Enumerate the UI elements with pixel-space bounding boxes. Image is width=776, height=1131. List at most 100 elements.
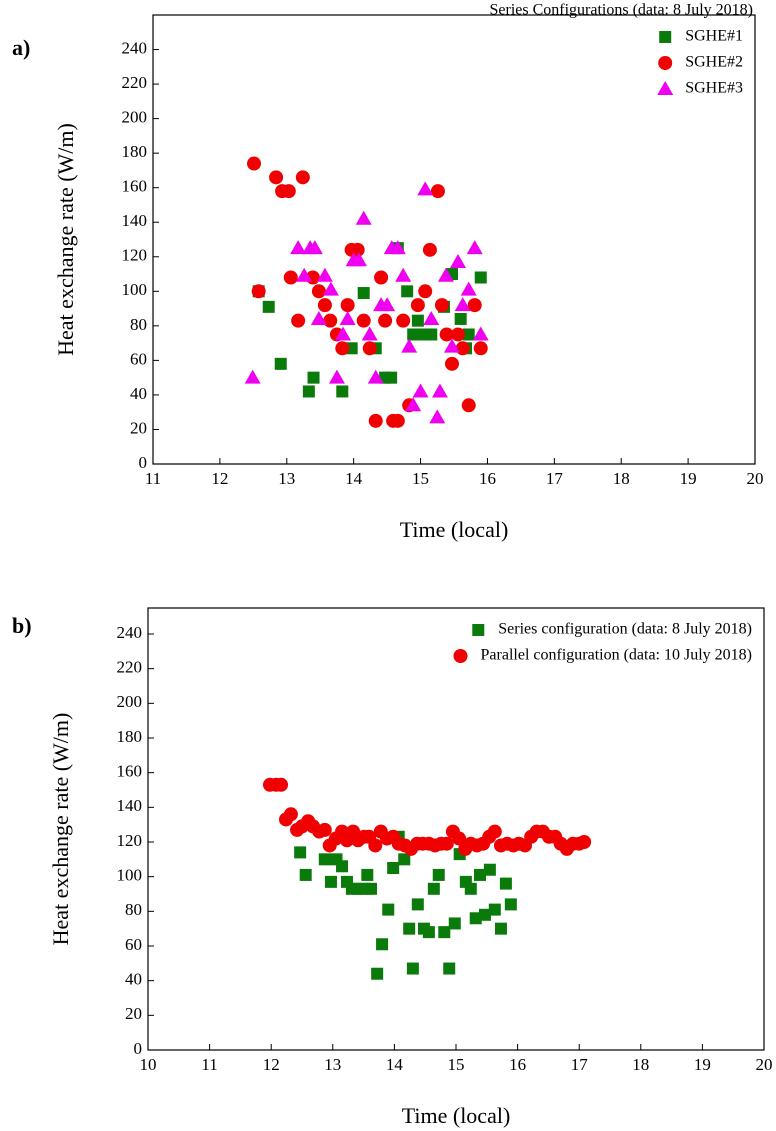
legend-marker	[659, 31, 672, 43]
square-marker	[474, 271, 487, 284]
y-tick-label: 0	[134, 1039, 143, 1058]
y-tick-label: 60	[130, 349, 147, 368]
circle-marker	[461, 398, 476, 413]
y-tick-label: 60	[125, 935, 142, 954]
triangle-marker	[296, 267, 313, 282]
triangle-marker	[412, 383, 429, 398]
square-marker	[427, 882, 440, 895]
circle-marker	[362, 341, 377, 356]
circle-marker	[430, 184, 445, 199]
x-tick-label: 12	[263, 1055, 280, 1074]
triangle-marker	[351, 252, 368, 267]
square-marker	[382, 903, 395, 916]
triangle-marker	[472, 326, 489, 341]
y-tick-label: 200	[117, 692, 143, 711]
circle-marker	[451, 327, 466, 342]
circle-marker	[422, 242, 437, 257]
y-tick-label: 20	[130, 418, 147, 437]
circle-marker	[317, 822, 332, 837]
panel: 0 20 40 60 80 100 120 140 160 180 200 220 240 10 11 12 1…	[12, 607, 773, 1128]
x-tick-label: 11	[145, 469, 161, 488]
circle-marker	[577, 835, 592, 849]
triangle-marker	[454, 297, 471, 312]
square-marker	[443, 962, 456, 975]
x-tick-label: 17	[546, 469, 564, 488]
y-axis-title: Heat exchange rate (W/m)	[53, 123, 78, 356]
circle-marker	[323, 313, 338, 328]
x-tick-label: 16	[479, 469, 496, 488]
y-axis-title: Heat exchange rate (W/m)	[48, 713, 73, 946]
square-marker	[336, 385, 349, 398]
legend-label: Parallel configuration (data: 10 July 20…	[481, 647, 752, 664]
circle-marker	[281, 184, 296, 199]
y-tick-label: 120	[117, 831, 143, 850]
circle-marker	[390, 413, 405, 428]
triangle-marker	[339, 310, 356, 325]
circle-marker	[444, 356, 459, 371]
square-marker	[398, 853, 411, 866]
circle-marker	[473, 341, 488, 356]
circle-marker	[374, 270, 389, 285]
square-marker	[274, 357, 287, 370]
circle-marker	[283, 270, 298, 285]
square-marker	[385, 371, 398, 384]
x-tick-label: 10	[140, 1055, 157, 1074]
legend-label: SGHE#1	[685, 28, 743, 45]
legend: SGHE#1 SGHE#2 SGHE#3	[657, 28, 743, 97]
y-tick-label: 20	[125, 1004, 142, 1023]
square-marker	[376, 938, 389, 951]
circle-marker	[368, 413, 383, 428]
y-tick-label: 160	[117, 762, 143, 781]
circle-marker	[396, 313, 411, 328]
y-tick-label: 220	[117, 658, 143, 677]
circle-marker	[335, 341, 350, 356]
triangle-marker	[466, 240, 483, 255]
triangle-marker	[322, 281, 339, 296]
circle-marker	[274, 777, 289, 792]
triangle-marker	[310, 310, 327, 325]
triangle-marker	[334, 326, 351, 341]
circle-marker	[418, 284, 433, 299]
x-tick-label: 18	[632, 1055, 649, 1074]
square-marker	[318, 853, 331, 866]
triangle-marker	[244, 369, 261, 384]
y-tick-label: 180	[122, 142, 148, 161]
square-marker	[307, 371, 320, 384]
x-axis-title: Time (local)	[400, 517, 509, 542]
square-marker	[411, 898, 424, 911]
circle-marker	[410, 298, 425, 313]
circle-marker	[269, 170, 284, 185]
triangle-marker	[460, 281, 477, 296]
triangle-marker	[423, 310, 440, 325]
x-tick-label: 13	[278, 469, 295, 488]
triangle-marker	[361, 326, 378, 341]
square-marker	[432, 868, 445, 881]
square-marker	[478, 908, 491, 921]
y-tick-label: 40	[130, 384, 147, 403]
square-marker	[361, 868, 374, 881]
circle-marker	[311, 284, 326, 299]
circle-marker	[452, 831, 467, 846]
circle-marker	[439, 327, 454, 342]
panel-label: b)	[12, 613, 32, 638]
square-marker	[406, 962, 419, 975]
legend-marker	[658, 56, 673, 70]
triangle-marker	[437, 267, 454, 282]
triangle-marker	[328, 369, 345, 384]
square-marker	[403, 922, 416, 935]
triangle-marker	[355, 210, 372, 225]
square-marker	[411, 314, 424, 327]
y-tick-label: 140	[122, 211, 148, 230]
triangle-marker	[401, 338, 418, 353]
y-tick-label: 100	[122, 280, 148, 299]
y-tick-label: 240	[122, 38, 148, 57]
circle-marker	[295, 170, 310, 185]
square-marker	[336, 860, 349, 873]
square-marker	[294, 846, 307, 859]
circle-marker	[455, 341, 470, 356]
triangle-marker	[405, 397, 422, 412]
x-tick-label: 18	[613, 469, 630, 488]
circle-marker	[340, 298, 355, 313]
square-marker	[494, 922, 507, 935]
square-marker	[438, 926, 451, 939]
